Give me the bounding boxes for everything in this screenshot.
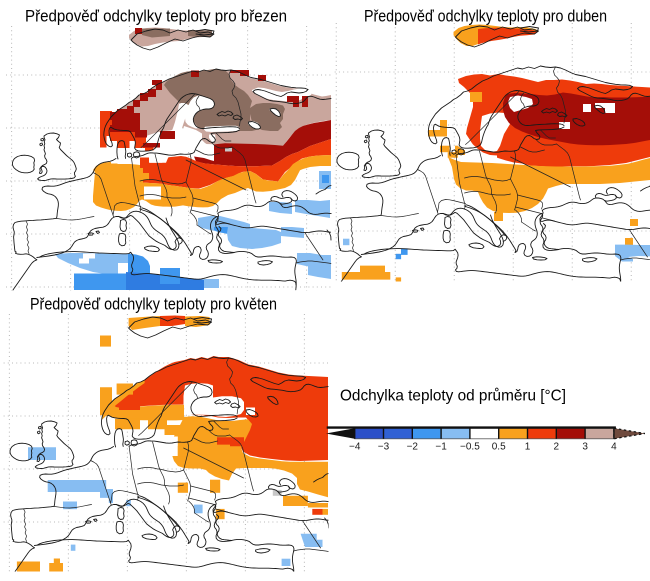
svg-text:1: 1 xyxy=(525,442,531,453)
svg-text:Předpověď odchylky teploty pro: Předpověď odchylky teploty pro březen xyxy=(25,7,287,26)
svg-text:2: 2 xyxy=(554,442,560,453)
svg-text:−3: −3 xyxy=(378,442,390,453)
svg-text:−2: −2 xyxy=(407,442,419,453)
svg-text:3: 3 xyxy=(582,442,588,453)
svg-text:−0.5: −0.5 xyxy=(460,442,480,453)
svg-text:−4: −4 xyxy=(349,442,361,453)
svg-text:0.5: 0.5 xyxy=(492,442,506,453)
svg-text:Předpověď odchylky teploty pro: Předpověď odchylky teploty pro květen xyxy=(30,295,277,314)
svg-text:Předpověď odchylky teploty pro: Předpověď odchylky teploty pro duben xyxy=(364,7,607,26)
svg-text:−1: −1 xyxy=(435,442,447,453)
svg-text:Odchylka teploty od průměru [°: Odchylka teploty od průměru [°C] xyxy=(340,387,566,405)
svg-text:4: 4 xyxy=(611,442,617,453)
